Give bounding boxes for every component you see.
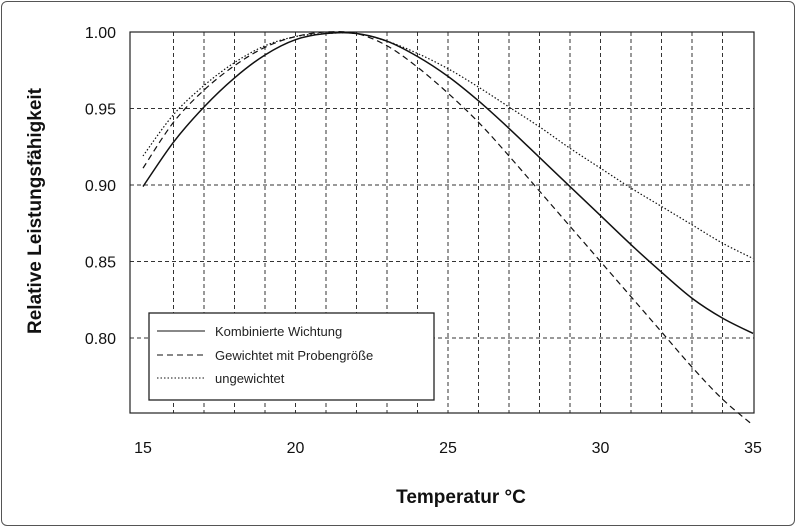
y-tick-label: 1.00	[85, 25, 116, 42]
series-group	[142, 31, 754, 426]
x-tick-label: 20	[287, 440, 305, 457]
y-tick-label: 0.95	[85, 102, 116, 119]
plot-area	[129, 31, 755, 414]
x-tick-label: 30	[592, 440, 610, 457]
tick-labels: 15 20 25 30 35 0.80 0.85 0.90 0.95 1.00	[85, 25, 762, 457]
series-line-2	[142, 32, 754, 259]
legend-box	[148, 312, 435, 401]
x-axis-title: Temperatur °C	[396, 487, 526, 508]
legend: Kombinierte Wichtung Gewichtet mit Probe…	[148, 312, 435, 401]
legend-label-ungewichtet: ungewichtet	[215, 371, 285, 386]
x-tick-label: 25	[439, 440, 457, 457]
x-tick-label: 35	[744, 440, 762, 457]
y-tick-label: 0.80	[85, 331, 116, 348]
series-line-1	[142, 31, 754, 426]
legend-label-kombinierte: Kombinierte Wichtung	[215, 324, 342, 339]
y-tick-label: 0.85	[85, 255, 116, 272]
x-tick-label: 15	[134, 440, 152, 457]
y-tick-label: 0.90	[85, 178, 116, 195]
legend-label-gewichtet: Gewichtet mit Probengröße	[215, 348, 373, 363]
series-line-0	[142, 31, 754, 335]
y-axis-title: Relative Leistungsfähigkeit	[25, 87, 46, 334]
